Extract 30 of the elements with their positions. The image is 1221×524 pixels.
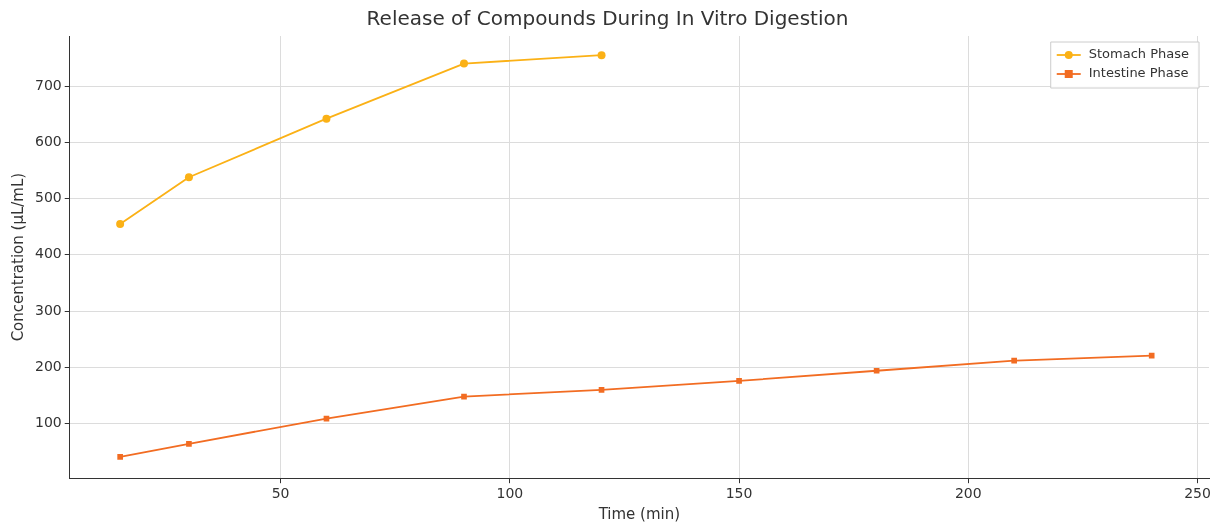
y-tick-label: 400 xyxy=(34,245,62,262)
x-tick-label: 100 xyxy=(496,485,524,502)
y-tick-label: 600 xyxy=(34,132,62,149)
point xyxy=(461,393,467,400)
point xyxy=(598,387,605,393)
x-tick-label: 50 xyxy=(271,485,290,502)
legend-label: Intestine Phase xyxy=(1088,65,1189,81)
point xyxy=(186,441,192,447)
point xyxy=(116,219,125,228)
point xyxy=(322,114,331,123)
legend-label: Stomach Phase xyxy=(1088,46,1190,62)
point xyxy=(873,367,880,374)
chart-title: Release of Compounds During In Vitro Digestion xyxy=(366,6,849,31)
x-axis-title: Time (min) xyxy=(597,504,681,523)
y-tick-label: 200 xyxy=(34,358,62,375)
y-axis-title: Concentration (µL/mL) xyxy=(8,172,27,342)
y-tick-label: 500 xyxy=(34,189,62,206)
x-tick-label: 250 xyxy=(1184,485,1211,502)
point xyxy=(117,453,123,460)
point xyxy=(184,173,193,182)
x-tick-label: 150 xyxy=(725,485,753,502)
point xyxy=(1011,357,1017,364)
y-tick-label: 700 xyxy=(34,76,62,93)
point xyxy=(460,59,468,68)
x-tick-label: 200 xyxy=(954,485,982,502)
point xyxy=(1148,352,1155,359)
y-tick-label: 100 xyxy=(34,414,62,431)
point xyxy=(597,51,606,60)
y-tick-label: 300 xyxy=(34,301,62,318)
point xyxy=(736,378,742,384)
